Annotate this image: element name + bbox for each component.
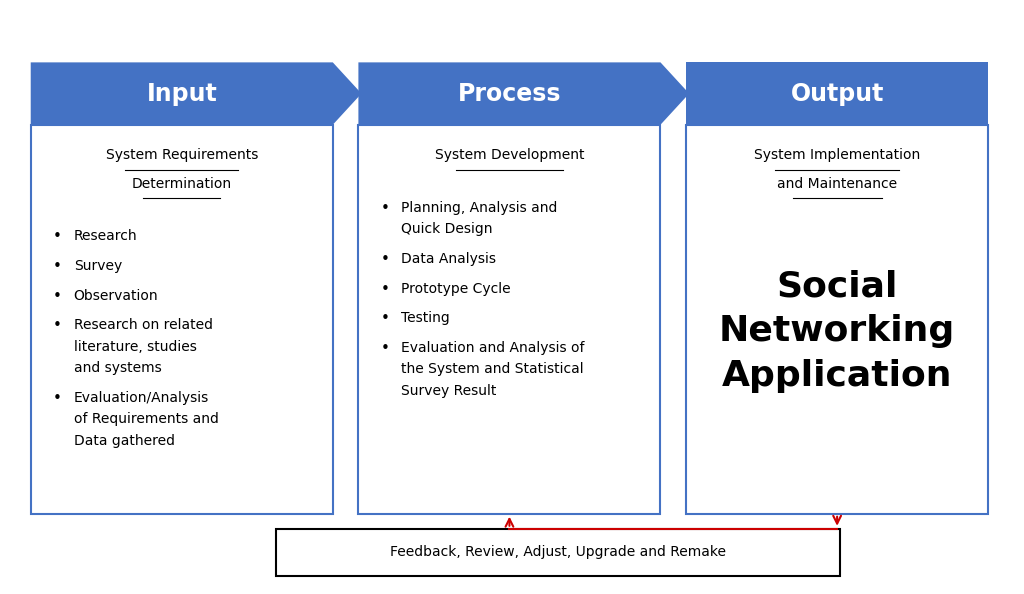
Text: Output: Output — [791, 81, 884, 106]
Text: Testing: Testing — [401, 311, 451, 326]
Text: •: • — [381, 341, 390, 356]
Text: Process: Process — [458, 81, 561, 106]
Text: Prototype Cycle: Prototype Cycle — [401, 282, 511, 296]
Text: Evaluation/Analysis: Evaluation/Analysis — [74, 391, 209, 405]
Text: •: • — [53, 318, 62, 333]
Text: •: • — [53, 289, 62, 304]
Text: Input: Input — [146, 81, 217, 106]
Text: Quick Design: Quick Design — [401, 222, 493, 236]
Text: the System and Statistical: the System and Statistical — [401, 362, 584, 377]
Text: Determination: Determination — [132, 177, 231, 191]
Text: Planning, Analysis and: Planning, Analysis and — [401, 201, 558, 215]
Polygon shape — [31, 62, 361, 125]
Text: Observation: Observation — [74, 289, 159, 303]
Text: •: • — [381, 282, 390, 296]
Text: System Implementation: System Implementation — [754, 148, 921, 163]
Text: Data Analysis: Data Analysis — [401, 252, 497, 266]
Text: System Development: System Development — [435, 148, 584, 163]
Text: Survey: Survey — [74, 259, 122, 273]
Text: Social
Networking
Application: Social Networking Application — [719, 269, 955, 393]
Text: Research: Research — [74, 229, 137, 244]
Text: •: • — [381, 252, 390, 267]
Text: Survey Result: Survey Result — [401, 384, 497, 398]
Text: of Requirements and: of Requirements and — [74, 412, 218, 426]
Text: literature, studies: literature, studies — [74, 340, 197, 354]
Text: and systems: and systems — [74, 361, 162, 375]
Polygon shape — [358, 62, 689, 125]
Bar — [31, 125, 333, 514]
Text: •: • — [381, 201, 390, 216]
Text: System Requirements: System Requirements — [105, 148, 258, 163]
Polygon shape — [686, 62, 988, 125]
Bar — [358, 125, 660, 514]
Text: and Maintenance: and Maintenance — [777, 177, 897, 191]
Bar — [276, 529, 840, 576]
Text: •: • — [53, 391, 62, 406]
Text: Feedback, Review, Adjust, Upgrade and Remake: Feedback, Review, Adjust, Upgrade and Re… — [390, 545, 726, 560]
Text: •: • — [381, 311, 390, 326]
Text: •: • — [53, 259, 62, 274]
Text: •: • — [53, 229, 62, 244]
Text: Research on related: Research on related — [74, 318, 213, 333]
Bar — [686, 125, 988, 514]
Text: Evaluation and Analysis of: Evaluation and Analysis of — [401, 341, 585, 355]
Text: Data gathered: Data gathered — [74, 434, 175, 448]
